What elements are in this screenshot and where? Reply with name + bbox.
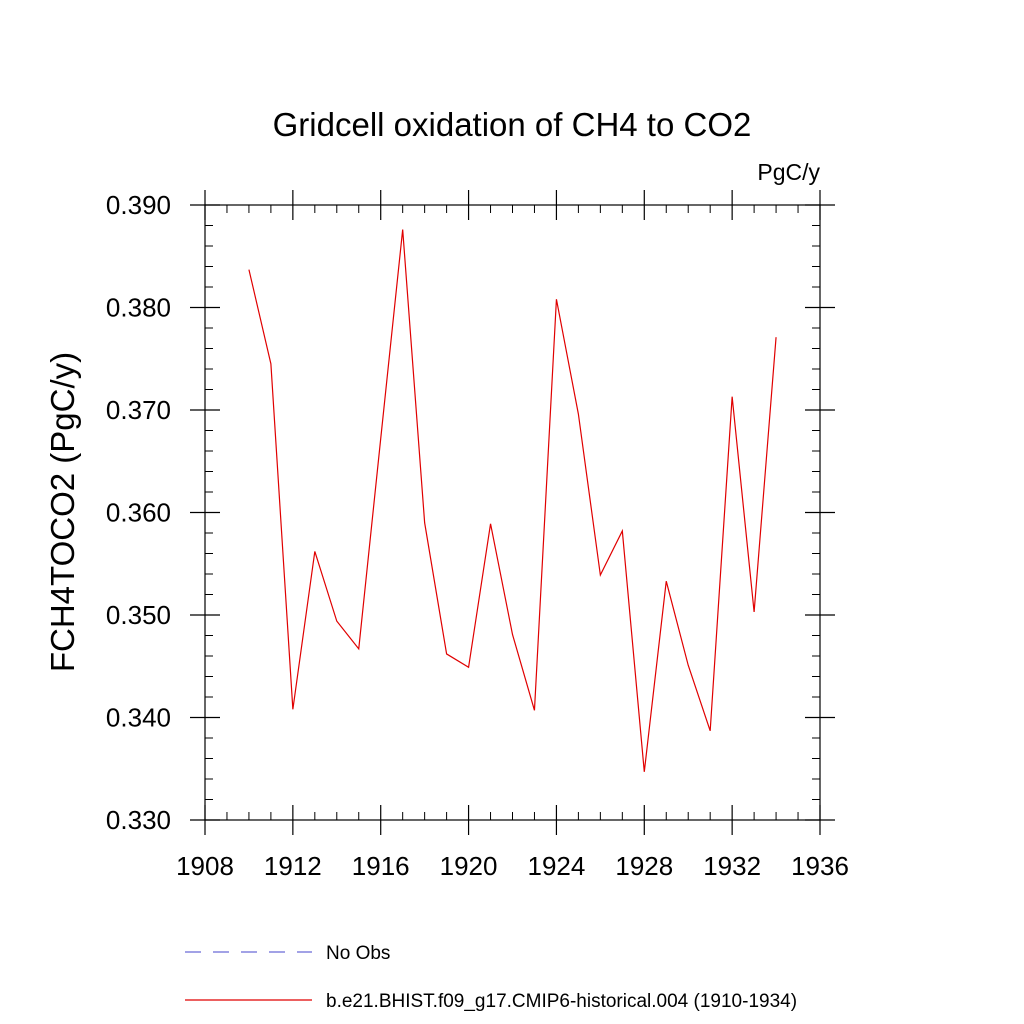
x-tick-label: 1920 (440, 851, 498, 881)
legend-label-0: No Obs (326, 943, 390, 964)
x-tick-label: 1928 (615, 851, 673, 881)
ticks-group (190, 190, 835, 835)
series-group (248, 229, 777, 772)
y-tick-label: 0.340 (106, 703, 171, 733)
x-tick-label: 1932 (703, 851, 761, 881)
legend-label-1: b.e21.BHIST.f09_g17.CMIP6-historical.004… (326, 991, 797, 1012)
x-tick-label: 1916 (352, 851, 410, 881)
y-tick-label: 0.350 (106, 600, 171, 630)
x-tick-label: 1912 (264, 851, 322, 881)
x-tick-label: 1924 (528, 851, 586, 881)
y-tick-label: 0.330 (106, 805, 171, 835)
chart-title: Gridcell oxidation of CH4 to CO2 (273, 106, 752, 143)
x-tick-label: 1908 (176, 851, 234, 881)
x-tick-label: 1936 (791, 851, 849, 881)
y-axis-label: FCH4TOCO2 (PgC/y) (44, 352, 81, 672)
series-line-1 (248, 229, 777, 772)
y-tick-label: 0.370 (106, 395, 171, 425)
tick-labels-group: 1908 1912 1916 1920 1924 1928 1932 1936 0.330 0.3… (106, 190, 849, 881)
plot-frame (204, 204, 821, 821)
y-tick-label: 0.380 (106, 293, 171, 323)
y-tick-label: 0.360 (106, 498, 171, 528)
units-label: PgC/y (757, 159, 820, 185)
y-tick-label: 0.390 (106, 190, 171, 220)
legend: No Obs b.e21.BHIST.f09_g17.CMIP6-historic… (185, 943, 797, 1012)
